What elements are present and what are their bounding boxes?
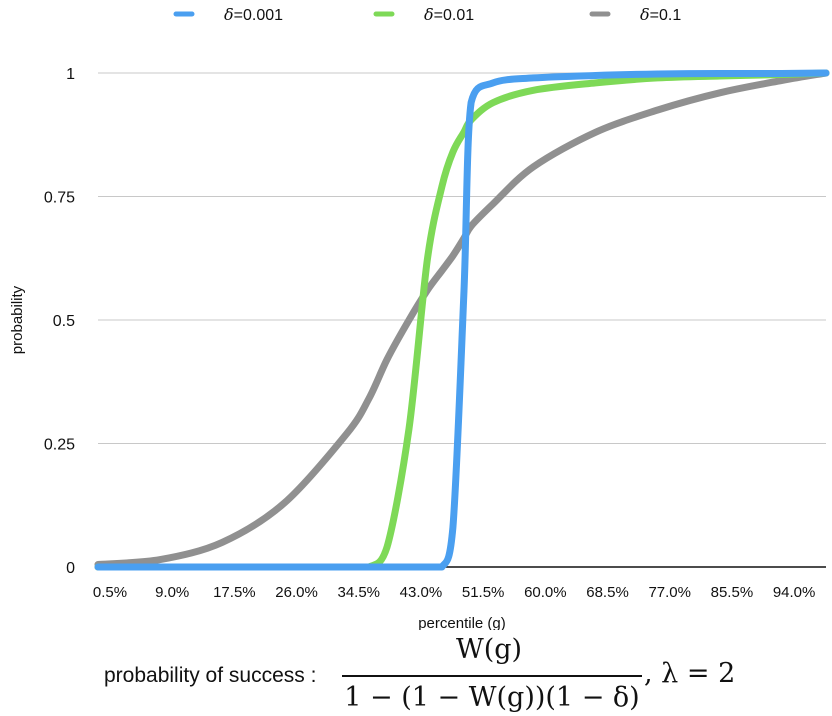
legend-label: δ=0.001 [224, 5, 283, 24]
y-tick-labels: 0 0.25 0.5 0.75 1 [44, 66, 75, 577]
x-axis-title: percentile (g) [418, 615, 506, 630]
legend-item-0: δ=0.001 [173, 5, 283, 24]
y-tick-label: 0.25 [44, 437, 75, 454]
x-tick-label: 94.0% [773, 584, 816, 601]
legend: δ=0.001 δ=0.01 δ=0.1 [173, 5, 681, 24]
formula: probability of success : W(g) 1 − (1 − W… [0, 628, 832, 716]
legend-label: δ=0.01 [424, 5, 474, 24]
series-line-2 [94, 69, 830, 568]
formula-fraction: W(g) 1 − (1 − W(g))(1 − δ) [336, 628, 642, 716]
x-tick-label: 60.0% [524, 584, 567, 601]
x-tick-label: 77.0% [648, 584, 691, 601]
x-tick-label: 43.0% [400, 584, 443, 601]
legend-item-2: δ=0.1 [589, 5, 681, 24]
x-tick-label: 26.0% [275, 584, 318, 601]
legend-label: δ=0.1 [640, 5, 681, 24]
x-tick-label: 51.5% [462, 584, 505, 601]
x-tick-label: 68.5% [586, 584, 629, 601]
x-tick-label: 85.5% [711, 584, 754, 601]
formula-denominator: 1 − (1 − W(g))(1 − δ) [344, 682, 640, 713]
y-axis-title: probability [9, 285, 26, 354]
formula-label: probability of success : [104, 664, 317, 687]
x-tick-label: 0.5% [93, 584, 127, 601]
y-tick-label: 0.75 [44, 190, 75, 207]
series-layer [94, 69, 830, 571]
y-tick-label: 1 [66, 66, 75, 83]
series-line-0 [94, 69, 830, 571]
x-tick-label: 17.5% [213, 584, 256, 601]
formula-numerator: W(g) [455, 634, 523, 665]
x-tick-label: 9.0% [155, 584, 189, 601]
x-tick-labels: 0.5% 9.0% 17.5% 26.0% 34.5% 43.0% 51.5% 60.0% 68… [93, 584, 815, 601]
x-tick-label: 34.5% [337, 584, 380, 601]
legend-item-1: δ=0.01 [373, 5, 474, 24]
y-tick-label: 0 [66, 560, 75, 577]
chart: 0 0.25 0.5 0.75 1 0.5% 9.0% 17.5% 26.0% 34.5% 43.… [9, 5, 830, 630]
y-tick-label: 0.5 [53, 313, 75, 330]
formula-tail: , λ = 2 [644, 658, 736, 689]
fraction-bar [342, 675, 642, 677]
